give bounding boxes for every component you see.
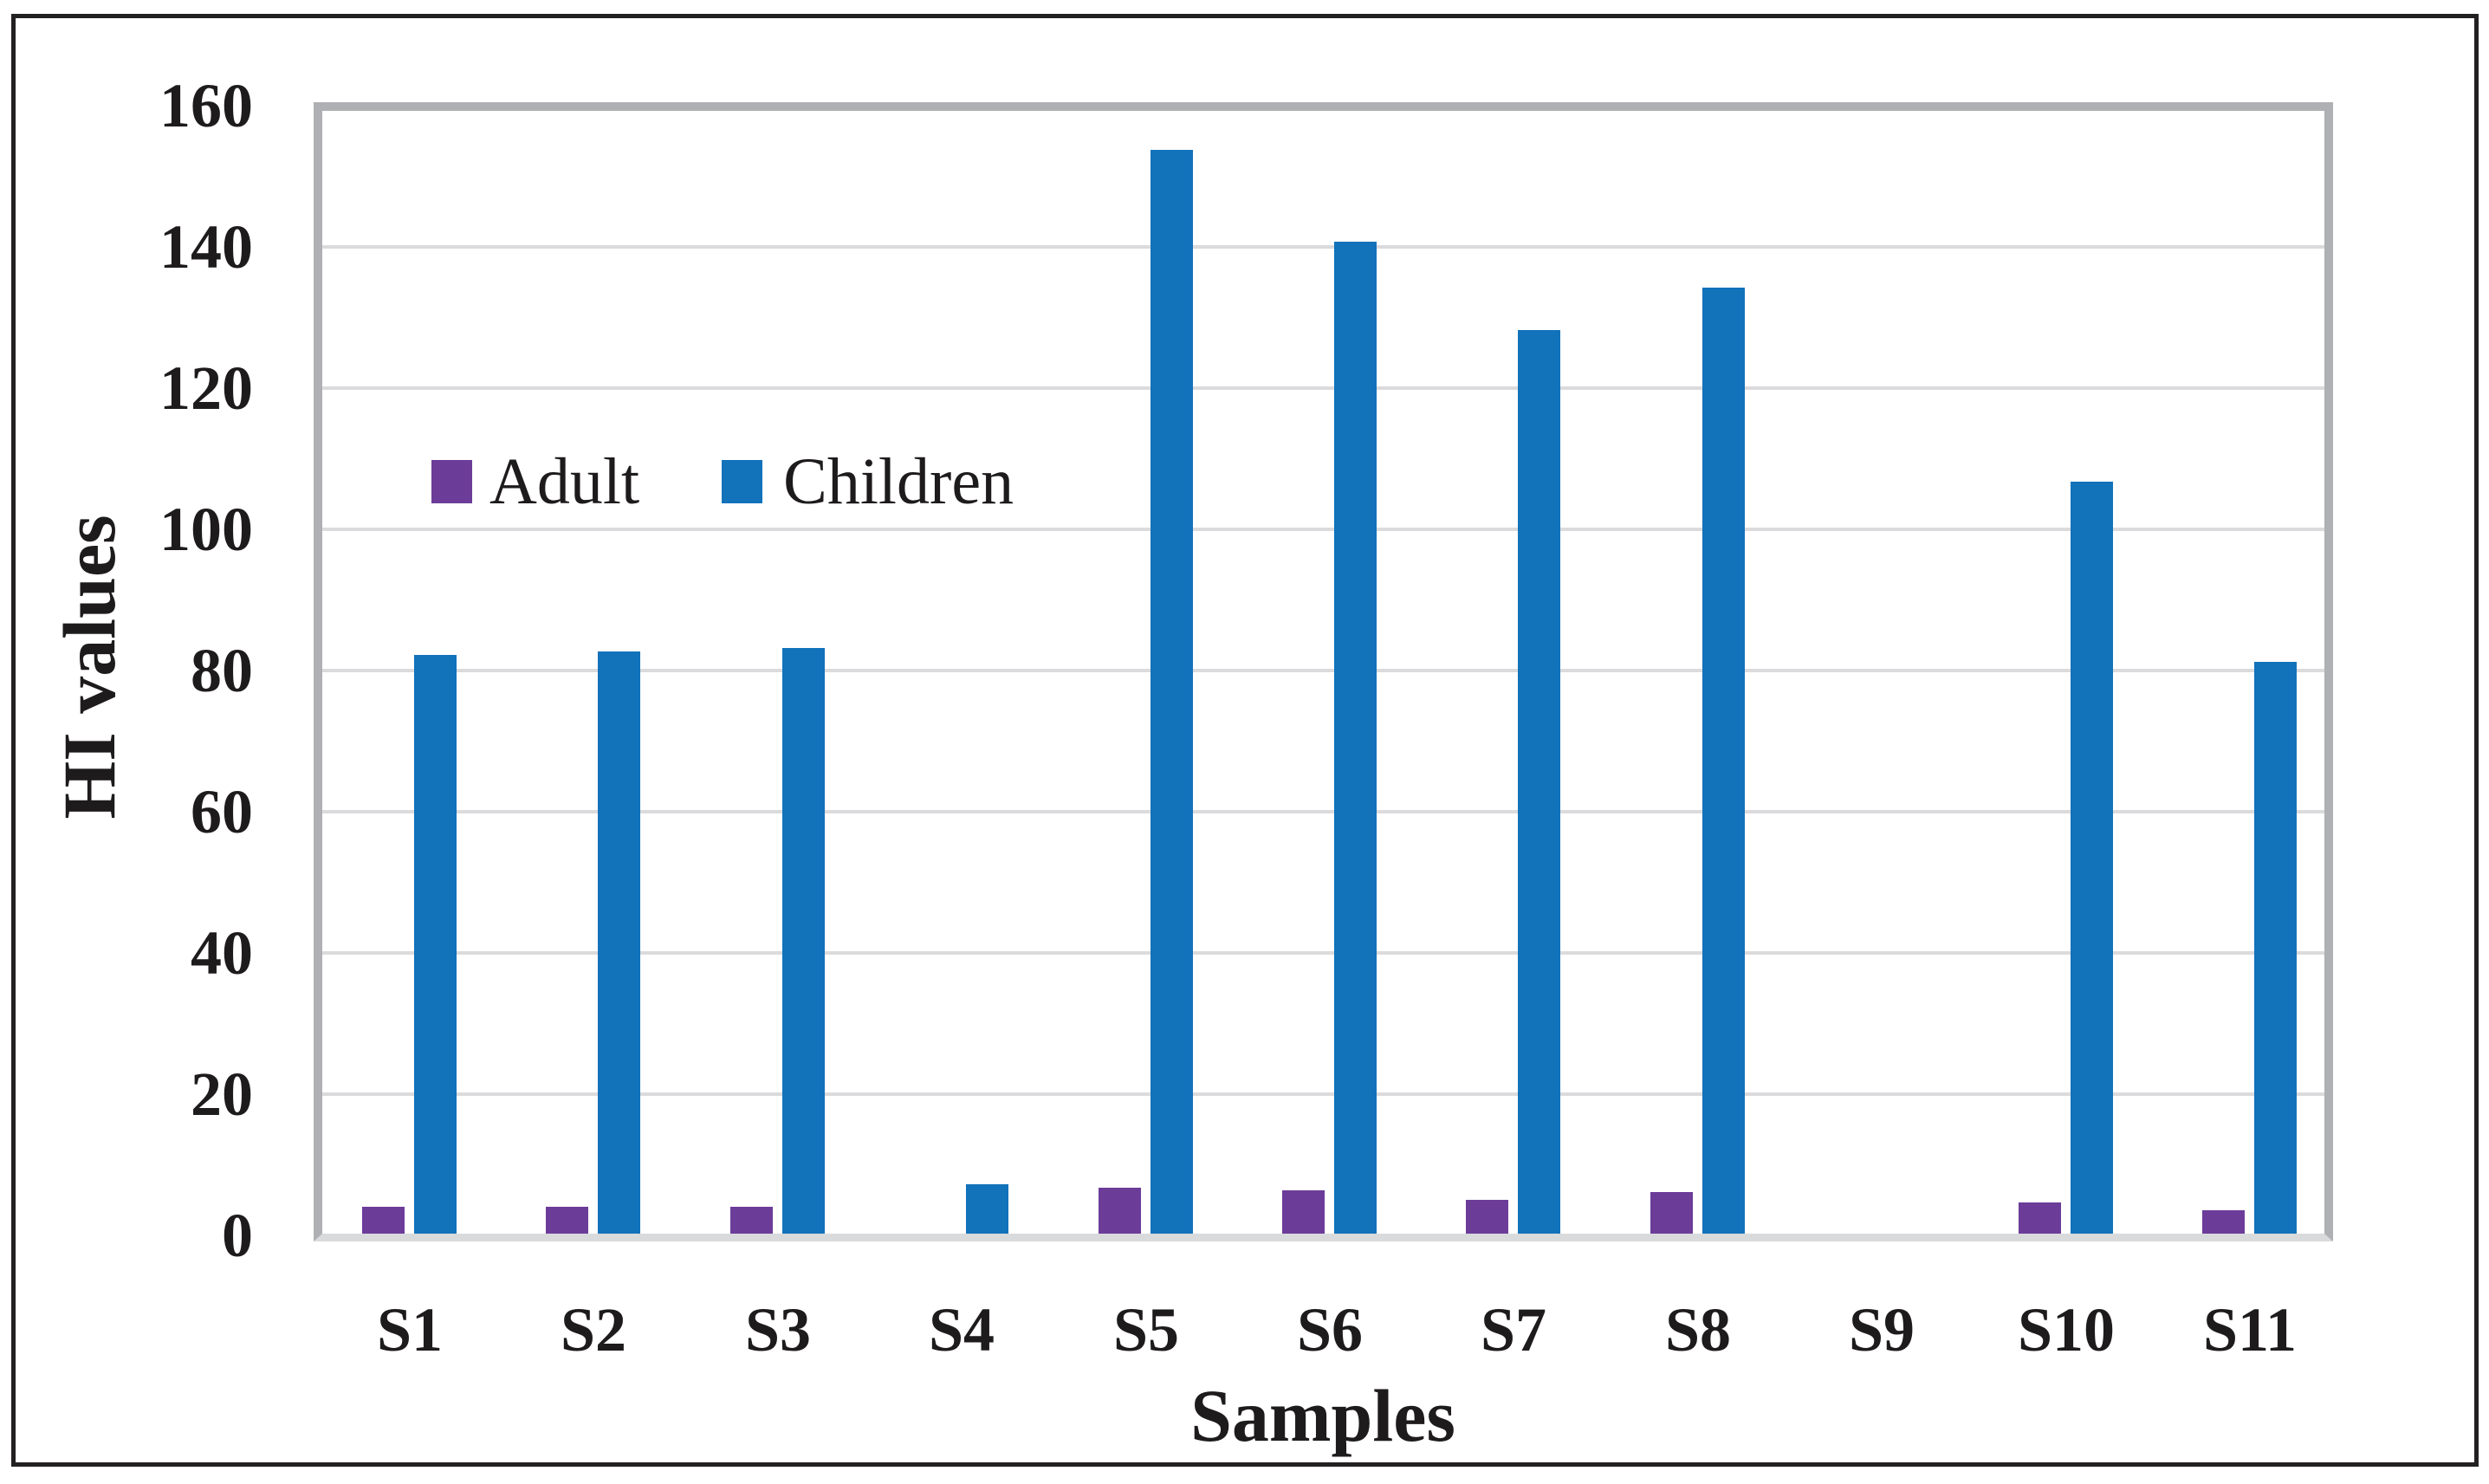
bar-children-s1 [414,655,457,1234]
bar-children-s5 [1151,150,1193,1234]
gridline-40 [322,951,2324,955]
bar-adult-s10 [2019,1202,2061,1234]
y-tick-label-60: 60 [191,777,253,846]
x-label-s3: S3 [744,1295,812,1364]
bar-adult-s2 [546,1207,588,1234]
y-tick-label-120: 120 [159,353,253,423]
bar-adult-s6 [1282,1190,1325,1234]
gridline-80 [322,669,2324,672]
x-label-s6: S6 [1296,1295,1364,1364]
gridline-120 [322,386,2324,390]
y-tick-label-0: 0 [222,1201,253,1270]
bar-children-s10 [2071,482,2113,1234]
y-tick-label-160: 160 [159,71,253,140]
x-label-s9: S9 [1848,1295,1915,1364]
bar-adult-s1 [362,1207,405,1234]
bar-children-s3 [782,648,825,1234]
x-axis-title: Samples [1190,1374,1455,1457]
bar-adult-s8 [1650,1192,1693,1234]
bar-children-s6 [1334,242,1377,1234]
x-label-s2: S2 [560,1295,627,1364]
y-axis-title: HI values [48,515,131,820]
legend-swatch-children-icon [722,460,763,503]
bar-adult-s5 [1099,1188,1141,1234]
x-label-s11: S11 [2202,1295,2298,1364]
legend-label-children: Children [783,445,1014,518]
bar-children-s4 [966,1184,1008,1234]
gridline-20 [322,1092,2324,1096]
legend: Adult Children [431,449,1014,515]
bar-children-s2 [598,651,640,1234]
x-label-s5: S5 [1112,1295,1180,1364]
plot-area [314,102,2333,1241]
x-label-s10: S10 [2017,1295,2116,1364]
bar-children-s7 [1518,330,1560,1234]
bar-children-s8 [1702,288,1745,1234]
bar-children-s11 [2254,662,2297,1234]
bar-adult-s3 [730,1207,773,1234]
y-tick-label-100: 100 [159,495,253,564]
x-label-s7: S7 [1480,1295,1547,1364]
x-label-s4: S4 [928,1295,995,1364]
y-tick-label-20: 20 [191,1060,253,1129]
bar-adult-s11 [2202,1210,2245,1234]
bar-adult-s7 [1466,1200,1508,1234]
y-tick-label-80: 80 [191,636,253,705]
x-label-s1: S1 [376,1295,444,1364]
y-tick-label-40: 40 [191,918,253,988]
y-tick-label-140: 140 [159,212,253,282]
gridline-140 [322,245,2324,249]
gridline-60 [322,810,2324,813]
legend-label-adult: Adult [489,445,640,518]
legend-swatch-adult-icon [431,460,472,503]
x-label-s8: S8 [1664,1295,1732,1364]
gridline-100 [322,528,2324,531]
